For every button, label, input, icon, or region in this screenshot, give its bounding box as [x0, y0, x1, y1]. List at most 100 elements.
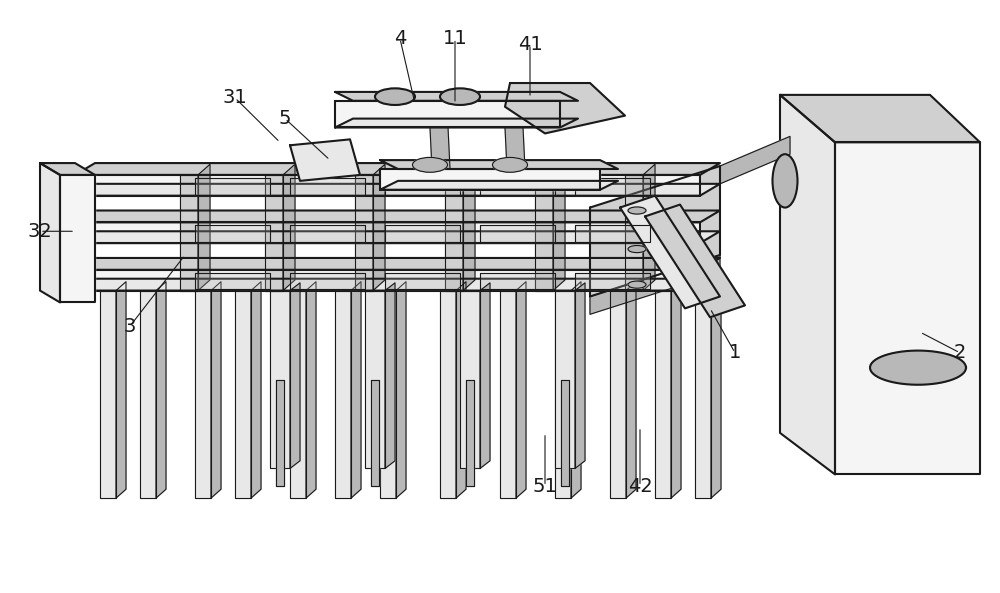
- Polygon shape: [466, 380, 474, 486]
- Polygon shape: [571, 282, 581, 498]
- Text: 42: 42: [628, 477, 652, 496]
- Polygon shape: [555, 291, 571, 498]
- Ellipse shape: [413, 158, 448, 173]
- Polygon shape: [75, 163, 720, 175]
- Polygon shape: [290, 139, 360, 181]
- Polygon shape: [290, 291, 306, 498]
- Polygon shape: [365, 291, 385, 468]
- Polygon shape: [270, 291, 290, 468]
- Polygon shape: [655, 291, 671, 498]
- Polygon shape: [645, 205, 745, 317]
- Polygon shape: [590, 255, 720, 314]
- Polygon shape: [555, 291, 575, 468]
- Polygon shape: [276, 380, 284, 486]
- Polygon shape: [695, 291, 711, 498]
- Polygon shape: [140, 291, 156, 498]
- Polygon shape: [575, 178, 650, 195]
- Ellipse shape: [440, 88, 480, 105]
- Text: 41: 41: [518, 35, 542, 54]
- Text: 32: 32: [28, 222, 52, 241]
- Polygon shape: [626, 282, 636, 498]
- Polygon shape: [396, 282, 406, 498]
- Polygon shape: [480, 225, 555, 242]
- Polygon shape: [445, 175, 463, 291]
- Polygon shape: [40, 163, 95, 175]
- Text: 5: 5: [279, 109, 291, 128]
- Text: 31: 31: [223, 88, 247, 107]
- Polygon shape: [351, 282, 361, 498]
- Polygon shape: [371, 380, 379, 486]
- Polygon shape: [575, 283, 585, 468]
- Text: 4: 4: [394, 29, 406, 48]
- Polygon shape: [575, 273, 650, 289]
- Polygon shape: [75, 258, 720, 270]
- Polygon shape: [505, 127, 525, 169]
- Polygon shape: [116, 282, 126, 498]
- Polygon shape: [625, 175, 643, 291]
- Polygon shape: [553, 164, 565, 291]
- Polygon shape: [380, 291, 396, 498]
- Polygon shape: [575, 225, 650, 242]
- Ellipse shape: [628, 246, 646, 253]
- Polygon shape: [480, 273, 555, 289]
- Polygon shape: [590, 166, 720, 296]
- Polygon shape: [610, 291, 626, 498]
- Polygon shape: [290, 178, 365, 195]
- Ellipse shape: [492, 158, 528, 173]
- Polygon shape: [480, 283, 490, 468]
- Polygon shape: [480, 178, 555, 195]
- Text: 2: 2: [954, 343, 966, 362]
- Polygon shape: [75, 175, 700, 196]
- Polygon shape: [505, 83, 625, 133]
- Polygon shape: [180, 175, 198, 291]
- Text: 1: 1: [729, 343, 741, 362]
- Polygon shape: [870, 350, 966, 385]
- Polygon shape: [75, 184, 720, 196]
- Ellipse shape: [628, 281, 646, 288]
- Polygon shape: [290, 273, 365, 289]
- Text: 3: 3: [124, 317, 136, 336]
- Polygon shape: [835, 142, 980, 474]
- Text: 51: 51: [533, 477, 557, 496]
- Polygon shape: [195, 178, 270, 195]
- Polygon shape: [335, 119, 578, 127]
- Polygon shape: [643, 164, 655, 291]
- Polygon shape: [195, 225, 270, 242]
- Polygon shape: [440, 291, 456, 498]
- Polygon shape: [373, 164, 385, 291]
- Polygon shape: [198, 164, 210, 291]
- Polygon shape: [195, 291, 211, 498]
- Polygon shape: [380, 181, 618, 190]
- Polygon shape: [335, 291, 351, 498]
- Ellipse shape: [628, 207, 646, 214]
- Polygon shape: [60, 175, 95, 302]
- Polygon shape: [306, 282, 316, 498]
- Polygon shape: [463, 164, 475, 291]
- Text: 11: 11: [443, 29, 467, 48]
- Polygon shape: [711, 282, 721, 498]
- Polygon shape: [40, 163, 60, 302]
- Polygon shape: [156, 282, 166, 498]
- Polygon shape: [195, 273, 270, 289]
- Polygon shape: [251, 282, 261, 498]
- Ellipse shape: [375, 88, 415, 105]
- Polygon shape: [720, 136, 790, 184]
- Polygon shape: [385, 178, 460, 195]
- Polygon shape: [100, 291, 116, 498]
- Polygon shape: [380, 169, 600, 190]
- Polygon shape: [75, 211, 720, 222]
- Polygon shape: [75, 231, 720, 243]
- Polygon shape: [211, 282, 221, 498]
- Polygon shape: [780, 95, 980, 142]
- Polygon shape: [380, 160, 618, 169]
- Polygon shape: [75, 222, 700, 243]
- Polygon shape: [75, 279, 720, 291]
- Polygon shape: [561, 380, 569, 486]
- Polygon shape: [385, 273, 460, 289]
- Polygon shape: [385, 283, 395, 468]
- Polygon shape: [290, 283, 300, 468]
- Polygon shape: [780, 95, 835, 474]
- Polygon shape: [460, 291, 480, 468]
- Polygon shape: [620, 196, 720, 308]
- Polygon shape: [671, 282, 681, 498]
